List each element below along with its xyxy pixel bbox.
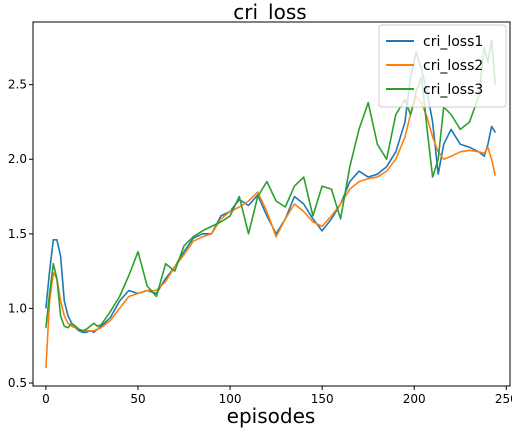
y-tick-label: 2.5 (8, 78, 27, 92)
x-tick-label: 100 (219, 392, 242, 406)
series-line-cri_loss3 (45, 39, 497, 332)
legend: cri_loss1 cri_loss2 cri_loss3 (378, 24, 507, 108)
y-tick-label: 2.0 (8, 152, 27, 166)
x-tick-label: 150 (311, 392, 334, 406)
legend-box (378, 24, 507, 108)
x-tick-label: 50 (130, 392, 145, 406)
x-axis: 0 50 100 150 200 250 (42, 386, 512, 406)
chart-title: cri_loss (233, 0, 306, 24)
legend-label: cri_loss1 (423, 34, 483, 50)
y-axis: 0.5 1.0 1.5 2.0 2.5 (8, 78, 33, 390)
x-axis-label: episodes (227, 404, 316, 428)
y-tick-label: 1.0 (8, 301, 27, 315)
y-tick-label: 0.5 (8, 376, 27, 390)
x-tick-label: 0 (42, 392, 50, 406)
x-tick-label: 200 (403, 392, 426, 406)
y-tick-label: 1.5 (8, 227, 27, 241)
legend-label: cri_loss2 (423, 58, 483, 74)
x-tick-label: 250 (495, 392, 512, 406)
legend-label: cri_loss3 (423, 82, 483, 98)
